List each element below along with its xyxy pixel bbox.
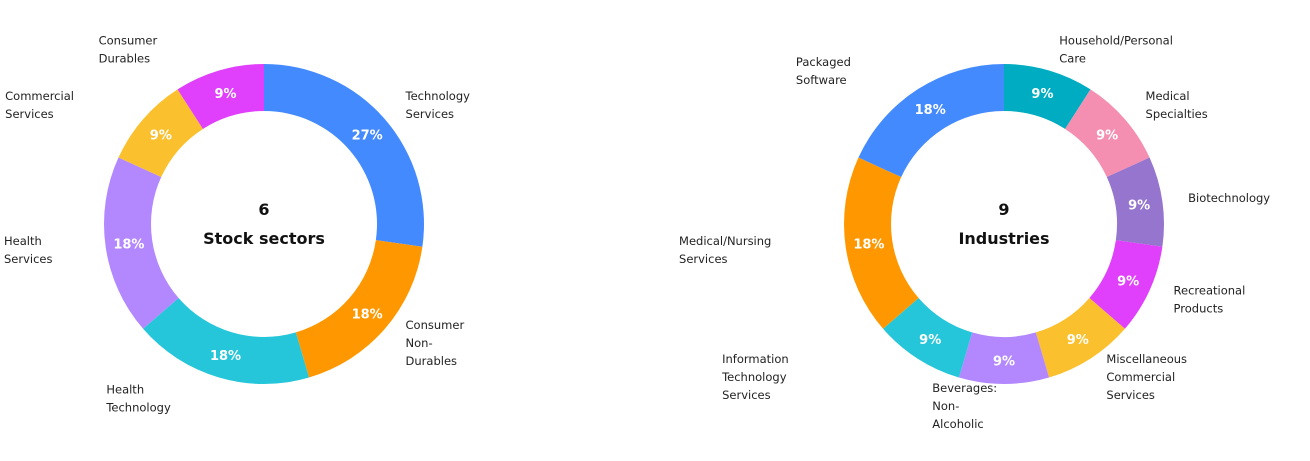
slice-consumer-non-durables[interactable] (295, 240, 423, 378)
center-count: 6 (258, 200, 269, 219)
slice-percent-beverages-non-alcoholic: 9% (993, 355, 1015, 370)
slice-beverages-non-alcoholic[interactable] (958, 332, 1050, 384)
slice-consumer-durables[interactable] (177, 64, 264, 129)
slice-label-commercial-services: Commercial Services (5, 89, 74, 121)
slice-label-beverages-non-alcoholic: Beverages: Non-Alcoholic (932, 381, 997, 431)
slice-label-biotechnology: Biotechnology (1188, 191, 1270, 205)
slice-label-packaged-software: Packaged Software (796, 55, 851, 87)
slice-percent-medical-nursing-services: 18% (853, 237, 884, 252)
center-title: Industries (958, 229, 1049, 248)
slice-label-recreational-products: Recreational Products (1174, 284, 1246, 316)
slice-label-consumer-durables: Consumer Durables (99, 33, 158, 65)
slice-health-services[interactable] (104, 157, 179, 329)
slice-commercial-services[interactable] (118, 89, 203, 178)
slice-health-technology[interactable] (143, 297, 310, 384)
slice-label-miscellaneous-commercial-services: Miscellaneous Commercial Services (1106, 352, 1187, 402)
slice-percent-consumer-non-durables: 18% (352, 307, 383, 322)
slice-percent-miscellaneous-commercial-services: 9% (1067, 333, 1089, 348)
slice-label-medical-nursing-services: Medical/Nursing Services (679, 234, 771, 266)
slice-percent-health-technology: 18% (210, 349, 241, 364)
slice-label-health-services: Health Services (4, 234, 53, 266)
slice-label-consumer-non-durables: Consumer Non-Durables (406, 318, 465, 368)
slice-percent-commercial-services: 9% (150, 129, 172, 144)
slice-percent-packaged-software: 18% (915, 103, 946, 118)
slice-percent-medical-specialties: 9% (1096, 129, 1118, 144)
slice-household-personal-care[interactable] (1004, 64, 1091, 129)
slice-percent-biotechnology: 9% (1128, 199, 1150, 214)
center-count: 9 (998, 200, 1009, 219)
slice-biotechnology[interactable] (1106, 157, 1165, 247)
stock-sectors-donut: 27% Technology Services 18% Consumer Non-Dura… (4, 33, 470, 414)
slice-miscellaneous-commercial-services[interactable] (1035, 297, 1125, 378)
slice-label-household-personal-care: Household/Personal Care (1059, 33, 1173, 65)
slice-percent-consumer-durables: 9% (215, 87, 237, 102)
slice-label-health-technology: Health Technology (105, 383, 171, 415)
slice-label-medical-specialties: Medical Specialties (1146, 89, 1208, 121)
slice-percent-recreational-products: 9% (1117, 275, 1139, 290)
slice-technology-services[interactable] (264, 64, 424, 247)
slice-percent-technology-services: 27% (352, 129, 383, 144)
slice-label-information-technology-services: Information Technology Services (721, 352, 789, 402)
slice-information-technology-services[interactable] (883, 297, 973, 378)
slice-percent-health-services: 18% (113, 237, 144, 252)
industries-donut: 9% Household/Personal Care 9% Medical Special… (679, 33, 1270, 431)
slice-medical-nursing-services[interactable] (844, 157, 919, 329)
slice-percent-information-technology-services: 9% (919, 333, 941, 348)
slice-recreational-products[interactable] (1089, 240, 1163, 329)
slice-medical-specialties[interactable] (1065, 89, 1150, 178)
slice-packaged-software[interactable] (858, 64, 1004, 178)
slice-percent-household-personal-care: 9% (1031, 87, 1053, 102)
center-title: Stock sectors (203, 229, 325, 248)
slice-label-technology-services: Technology Services (405, 89, 471, 121)
